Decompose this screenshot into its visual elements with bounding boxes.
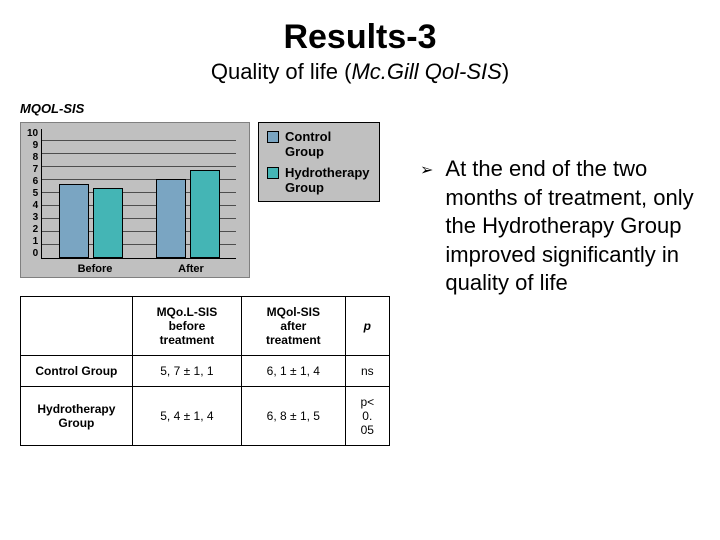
y-tick-label: 5 — [27, 189, 38, 199]
legend: Control Group Hydrotherapy Group — [258, 122, 380, 202]
plot-area — [41, 129, 236, 259]
cell: ns — [345, 356, 389, 387]
y-tick-label: 4 — [27, 201, 38, 211]
legend-item: Control Group — [267, 129, 371, 159]
x-axis: BeforeAfter — [27, 263, 243, 275]
gridline — [42, 153, 236, 154]
th-after: MQol-SIS after treatment — [242, 297, 346, 356]
cell: p< 0. 05 — [345, 387, 389, 446]
th-p: p — [345, 297, 389, 356]
gridline — [42, 140, 236, 141]
y-tick-label: 1 — [27, 237, 38, 247]
y-tick-label: 8 — [27, 153, 38, 163]
row-label: Control Group — [21, 356, 133, 387]
bar — [59, 184, 89, 258]
chart-block: MQOL-SIS 109876543210 BeforeAfter Contro… — [20, 101, 390, 278]
legend-swatch — [267, 131, 279, 143]
legend-item: Hydrotherapy Group — [267, 165, 371, 195]
th-before: MQo.L-SIS before treatment — [132, 297, 241, 356]
bar — [156, 179, 186, 258]
y-tick-label: 3 — [27, 213, 38, 223]
bar — [190, 170, 220, 258]
y-tick-label: 10 — [27, 129, 38, 139]
cell: 6, 8 ± 1, 5 — [242, 387, 346, 446]
left-column: MQOL-SIS 109876543210 BeforeAfter Contro… — [20, 95, 390, 446]
subtitle-ital: Mc.Gill Qol-SIS — [351, 59, 501, 84]
legend-label: Hydrotherapy Group — [285, 165, 371, 195]
legend-swatch — [267, 167, 279, 179]
chart-box: 109876543210 BeforeAfter — [20, 122, 250, 278]
y-axis: 109876543210 — [27, 129, 41, 259]
subtitle: Quality of life (Mc.Gill Qol-SIS) — [20, 59, 700, 85]
bullet-icon: ➢ — [420, 161, 433, 182]
y-tick-label: 6 — [27, 177, 38, 187]
slide: Results-3 Quality of life (Mc.Gill Qol-S… — [0, 0, 720, 540]
row-label: Hydrotherapy Group — [21, 387, 133, 446]
table-row: Hydrotherapy Group 5, 4 ± 1, 4 6, 8 ± 1,… — [21, 387, 390, 446]
x-tick-label: Before — [47, 263, 143, 275]
page-title: Results-3 — [20, 18, 700, 57]
bullet-block: ➢ At the end of the two months of treatm… — [390, 95, 700, 298]
bullet-text: At the end of the two months of treatmen… — [445, 155, 700, 298]
content-row: MQOL-SIS 109876543210 BeforeAfter Contro… — [20, 95, 700, 446]
legend-label: Control Group — [285, 129, 371, 159]
y-tick-label: 0 — [27, 249, 38, 259]
chart-header: MQOL-SIS — [20, 101, 390, 116]
gridline — [42, 166, 236, 167]
y-tick-label: 7 — [27, 165, 38, 175]
y-tick-label: 2 — [27, 225, 38, 235]
cell: 5, 4 ± 1, 4 — [132, 387, 241, 446]
table-row: Control Group 5, 7 ± 1, 1 6, 1 ± 1, 4 ns — [21, 356, 390, 387]
bar — [93, 188, 123, 258]
data-table: MQo.L-SIS before treatment MQol-SIS afte… — [20, 296, 390, 446]
table-header-row: MQo.L-SIS before treatment MQol-SIS afte… — [21, 297, 390, 356]
chart-area: 109876543210 BeforeAfter Control GroupHy… — [20, 122, 390, 278]
subtitle-plain: Quality of life ( — [211, 59, 352, 84]
cell: 5, 7 ± 1, 1 — [132, 356, 241, 387]
cell: 6, 1 ± 1, 4 — [242, 356, 346, 387]
y-tick-label: 9 — [27, 141, 38, 151]
x-tick-label: After — [143, 263, 239, 275]
subtitle-close: ) — [502, 59, 509, 84]
th-blank — [21, 297, 133, 356]
